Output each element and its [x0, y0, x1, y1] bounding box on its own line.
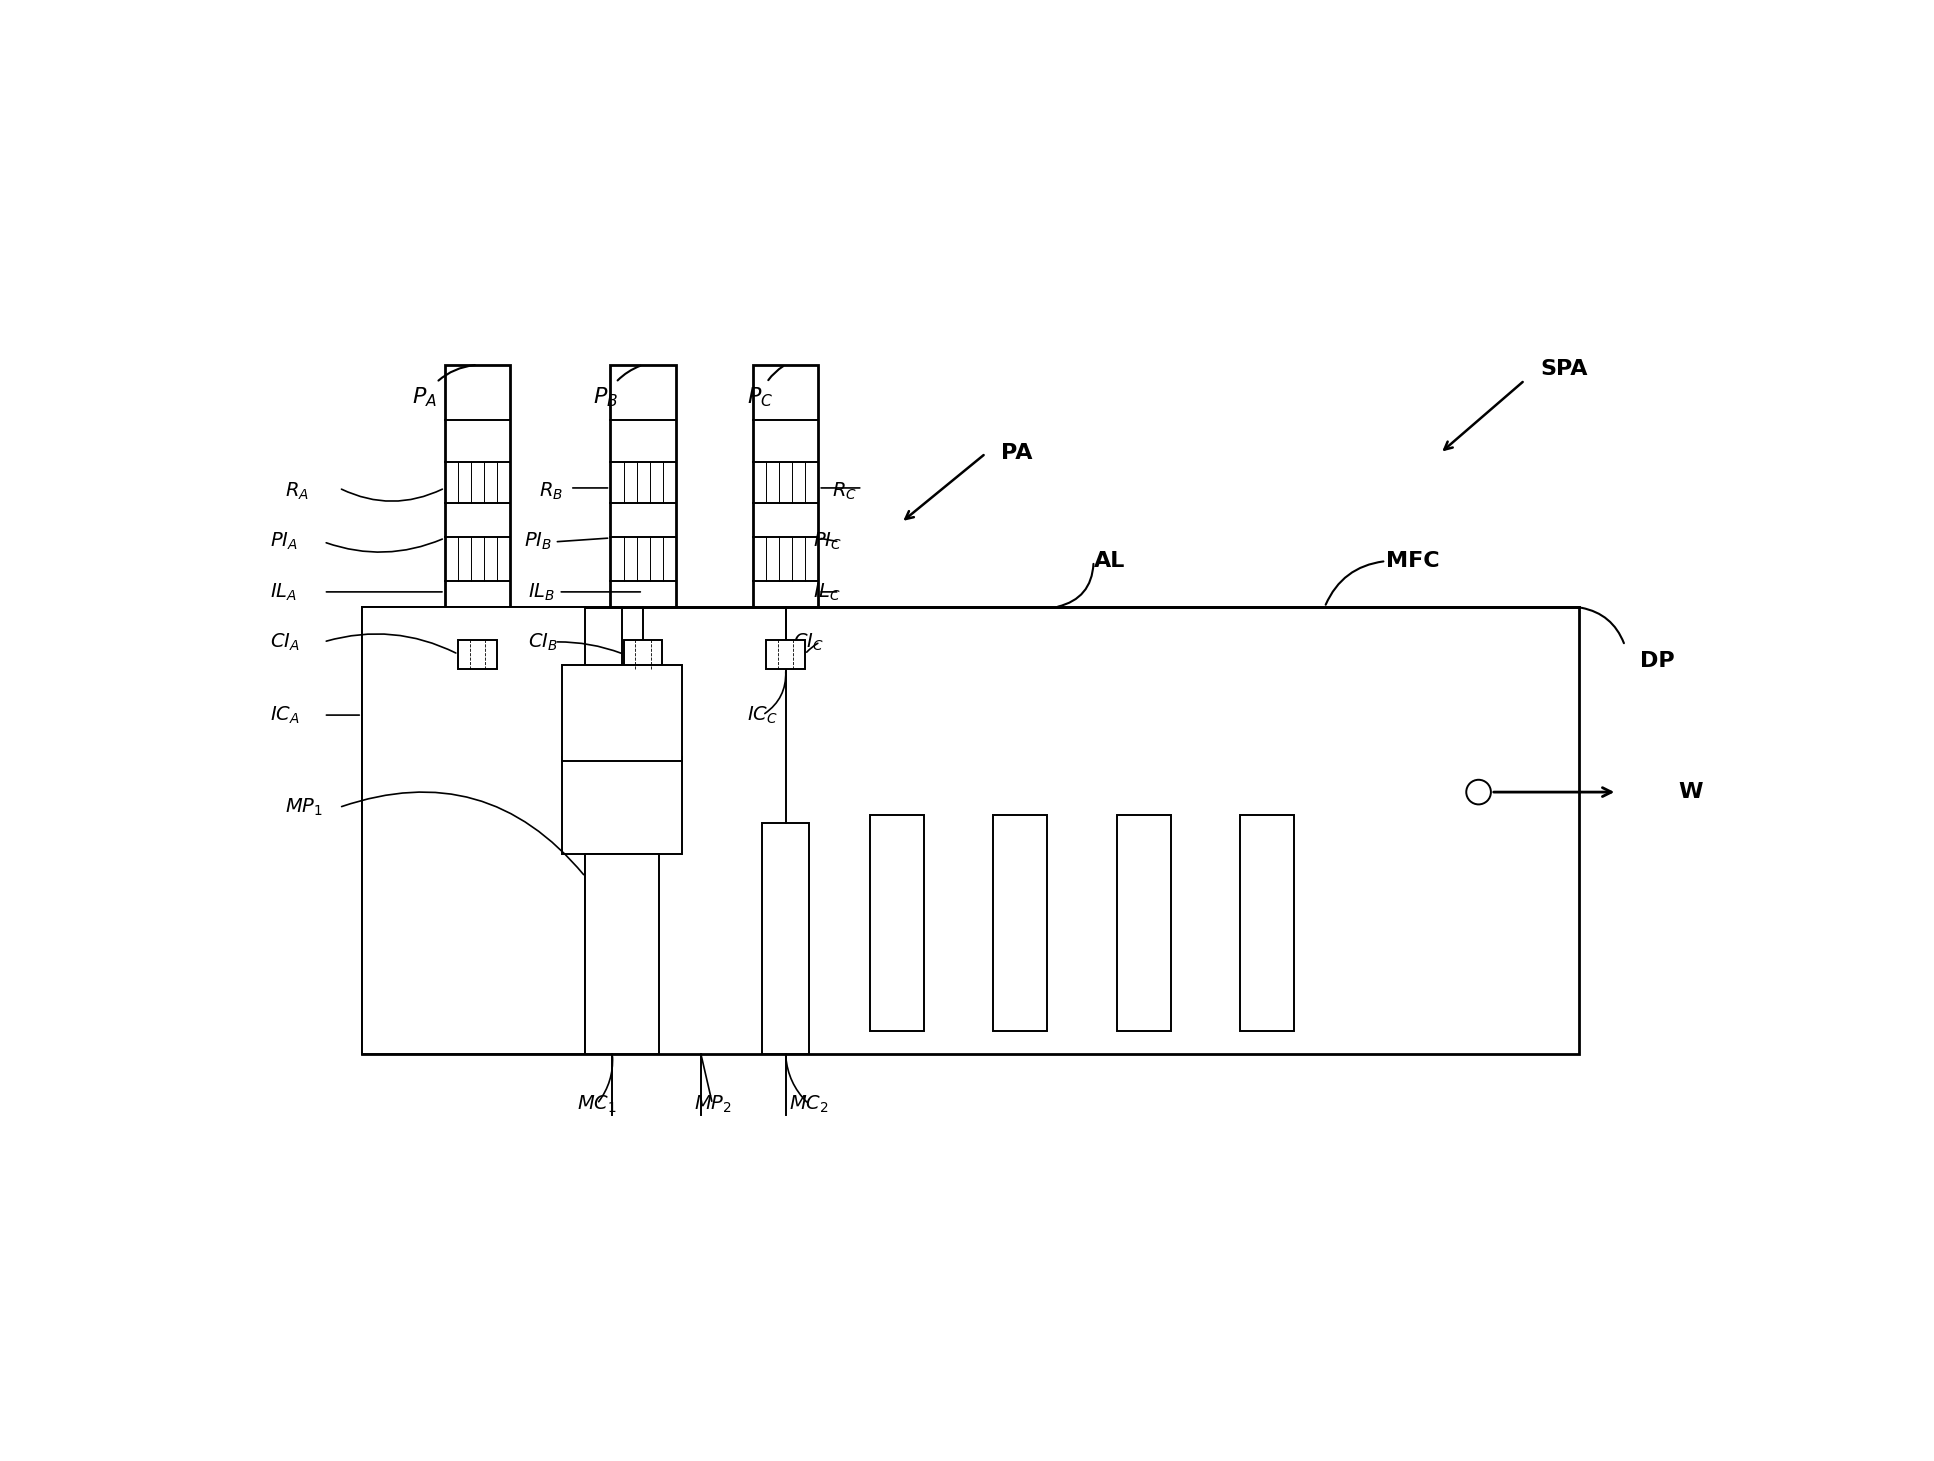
- Text: $PI_C$: $PI_C$: [812, 532, 841, 552]
- Bar: [762, 823, 808, 1053]
- Text: $MP_2$: $MP_2$: [694, 1093, 731, 1115]
- Text: $R_A$: $R_A$: [284, 481, 309, 503]
- Bar: [766, 640, 805, 669]
- Text: PA: PA: [1002, 443, 1033, 463]
- Text: $CI_B$: $CI_B$: [528, 631, 557, 653]
- Text: $IC_B$: $IC_B$: [571, 712, 600, 733]
- Bar: [752, 365, 818, 641]
- Text: $CI_A$: $CI_A$: [269, 631, 300, 653]
- Text: $IL_C$: $IL_C$: [812, 581, 841, 602]
- Bar: [625, 640, 661, 669]
- Text: MFC: MFC: [1387, 551, 1439, 571]
- Text: $P_B$: $P_B$: [594, 365, 640, 409]
- Bar: [1116, 815, 1170, 1031]
- Text: $P_C$: $P_C$: [747, 367, 783, 409]
- Text: $IL_A$: $IL_A$: [269, 581, 296, 602]
- Text: $MC_2$: $MC_2$: [789, 1093, 828, 1115]
- Text: $MC_1$: $MC_1$: [576, 1093, 617, 1115]
- Bar: [586, 853, 659, 1053]
- Bar: [445, 365, 511, 641]
- Text: AL: AL: [1093, 551, 1126, 571]
- Bar: [362, 608, 1578, 1053]
- Bar: [458, 640, 497, 669]
- Bar: [870, 815, 924, 1031]
- Bar: [994, 815, 1048, 1031]
- Text: DP: DP: [1640, 652, 1675, 671]
- Text: $IC_A$: $IC_A$: [269, 704, 300, 726]
- Text: $R_B$: $R_B$: [540, 481, 563, 503]
- Text: $PI_A$: $PI_A$: [269, 532, 298, 552]
- Text: $R_C$: $R_C$: [832, 481, 857, 503]
- Text: $MP_1$: $MP_1$: [284, 796, 323, 818]
- Text: W: W: [1679, 782, 1704, 802]
- Bar: [362, 608, 586, 1053]
- Bar: [563, 665, 681, 761]
- Text: $CI_C$: $CI_C$: [793, 631, 824, 653]
- Text: $IC_C$: $IC_C$: [747, 704, 777, 726]
- Text: $P_A$: $P_A$: [412, 365, 476, 409]
- Bar: [563, 757, 681, 853]
- Text: $PI_B$: $PI_B$: [524, 532, 551, 552]
- Bar: [1240, 815, 1294, 1031]
- Bar: [611, 365, 675, 641]
- Text: $IL_B$: $IL_B$: [528, 581, 555, 602]
- Text: SPA: SPA: [1539, 358, 1588, 378]
